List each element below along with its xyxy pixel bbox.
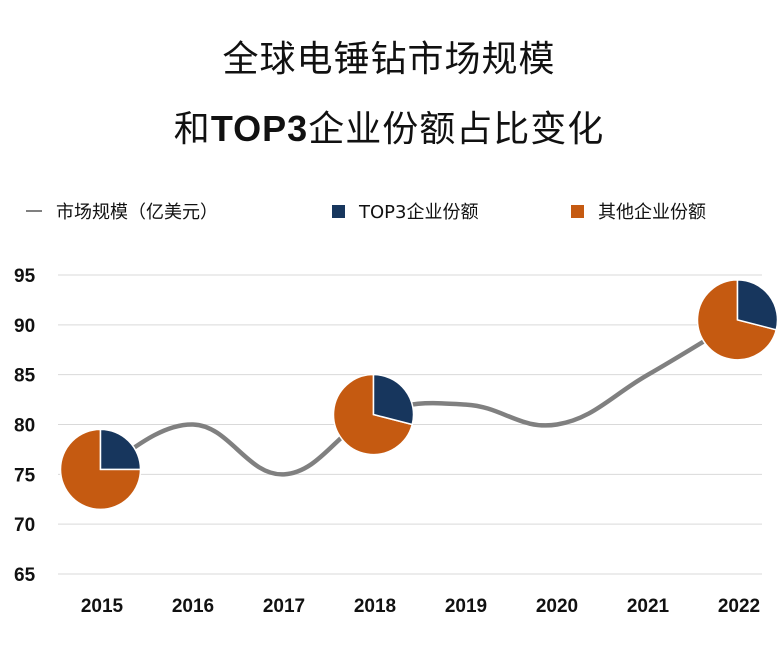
legend-label-top3: TOP3企业份额 (359, 202, 479, 223)
y-tick-label-65: 65 (14, 565, 36, 586)
x-tick-label-2021: 2021 (627, 596, 670, 617)
title-prefix: 和 (173, 109, 211, 150)
legend: 市场规模（亿美元） TOP3企业份额 其他企业份额 (0, 198, 778, 224)
x-tick-label-2016: 2016 (172, 596, 214, 617)
series-line-market-size (99, 317, 742, 477)
pie-slice-top3-2022 (736, 279, 778, 331)
legend-label-market-size: 市场规模（亿美元） (56, 202, 218, 223)
chart-title-line1: 全球电锤钻市场规模 (222, 39, 556, 80)
x-tick-label-2020: 2020 (536, 596, 578, 617)
legend-line-swatch (26, 210, 42, 212)
legend-other-swatch (571, 204, 584, 218)
x-tick-label-2018: 2018 (354, 596, 396, 617)
x-tick-label-2022: 2022 (718, 596, 760, 617)
legend-top3-swatch (332, 204, 345, 218)
x-tick-label-2015: 2015 (81, 596, 124, 617)
y-tick-label-90: 90 (14, 316, 35, 337)
legend-item-market-size: 市场规模（亿美元） (26, 198, 218, 224)
chart-title-line2: 和TOP3企业份额占比变化 (0, 100, 778, 152)
y-tick-label-95: 95 (14, 266, 36, 287)
x-tick-label-2017: 2017 (263, 596, 305, 617)
title-bold: TOP3 (210, 108, 309, 149)
pie-slice-top3-2015 (99, 428, 142, 471)
legend-item-top3: TOP3企业份额 (332, 198, 478, 224)
legend-item-other: 其他企业份额 (571, 198, 706, 224)
y-tick-label-75: 75 (14, 465, 36, 486)
y-tick-label-85: 85 (14, 366, 36, 387)
y-tick-label-70: 70 (14, 515, 35, 536)
legend-label-other: 其他企业份额 (598, 202, 706, 223)
title-suffix: 企业份额占比变化 (308, 109, 605, 150)
y-tick-label-80: 80 (14, 416, 35, 437)
pie-slice-top3-2018 (372, 373, 415, 426)
x-tick-label-2019: 2019 (445, 596, 487, 617)
